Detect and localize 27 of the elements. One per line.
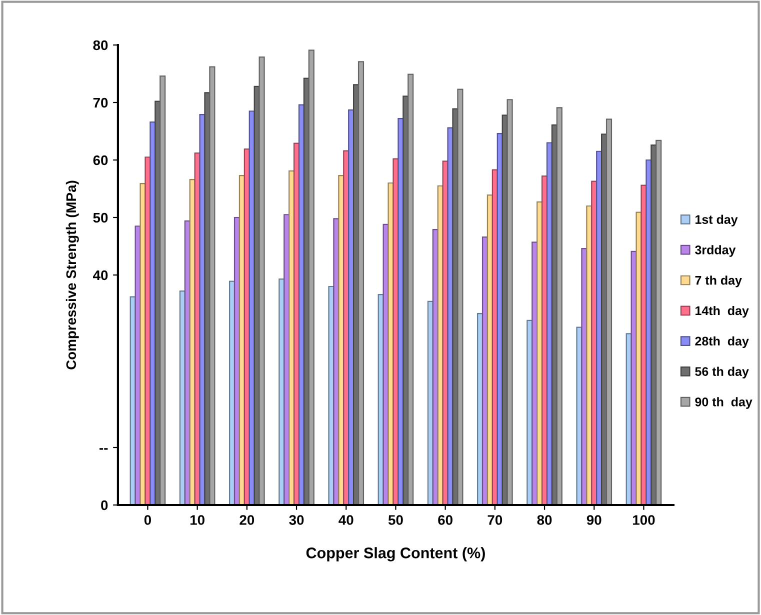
x-tick-label: 60: [438, 515, 452, 525]
y-tick-label: 50: [93, 212, 108, 223]
x-tick-label: 80: [537, 515, 552, 525]
x-tick-label: 20: [240, 515, 254, 525]
x-tick-label: 50: [388, 515, 403, 525]
x-tick-label: 30: [289, 515, 304, 525]
legend-label: 7 th day: [695, 276, 742, 288]
x-tick-label: 0: [144, 515, 152, 525]
y-tick-label: 80: [93, 40, 108, 50]
legend-label: 28th day: [695, 336, 749, 348]
y-tick-label: 70: [93, 98, 108, 108]
legend-label: 14th day: [696, 306, 749, 318]
y-tick-label: --: [100, 448, 108, 450]
legend-label: 90 th day: [695, 397, 752, 409]
x-tick-label: 90: [586, 515, 602, 525]
x-axis-title: Copper Slag Content (%): [306, 547, 485, 562]
y-tick-label: 40: [92, 270, 108, 280]
x-tick-label: 100: [633, 515, 655, 525]
x-tick-label: 10: [190, 515, 204, 525]
legend-label: 3rdday: [695, 245, 736, 257]
legend-label: 1st day: [696, 214, 738, 226]
y-tick-label: 60: [93, 155, 108, 166]
x-tick-label: 40: [338, 515, 354, 525]
x-tick-label: 70: [488, 515, 502, 525]
legend-label: 56 th day: [695, 366, 749, 378]
y-axis-title: Compressive Strength (MPa): [66, 180, 79, 370]
y-tick-label: 0: [101, 500, 108, 510]
